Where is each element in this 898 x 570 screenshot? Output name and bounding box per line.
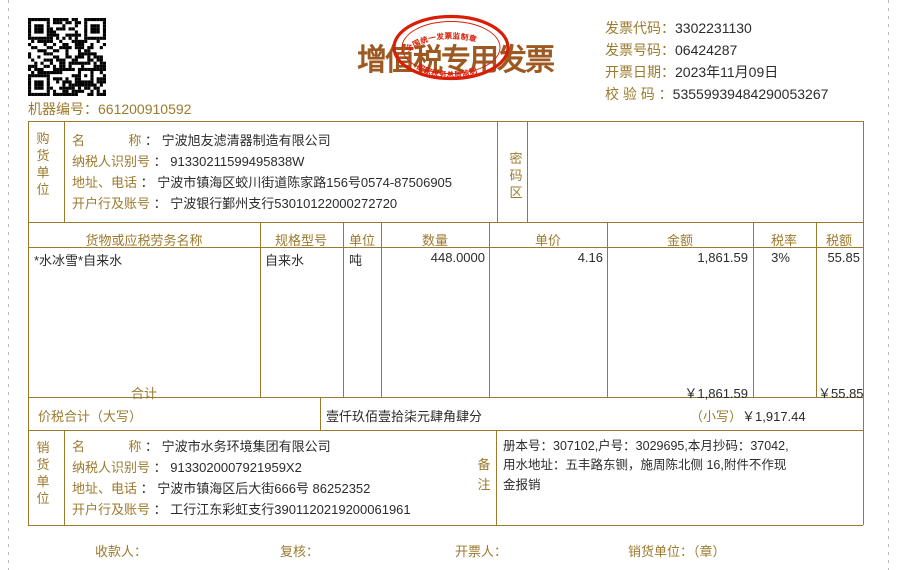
svg-text:全国统一发票监制章: 全国统一发票监制章 (402, 30, 478, 54)
